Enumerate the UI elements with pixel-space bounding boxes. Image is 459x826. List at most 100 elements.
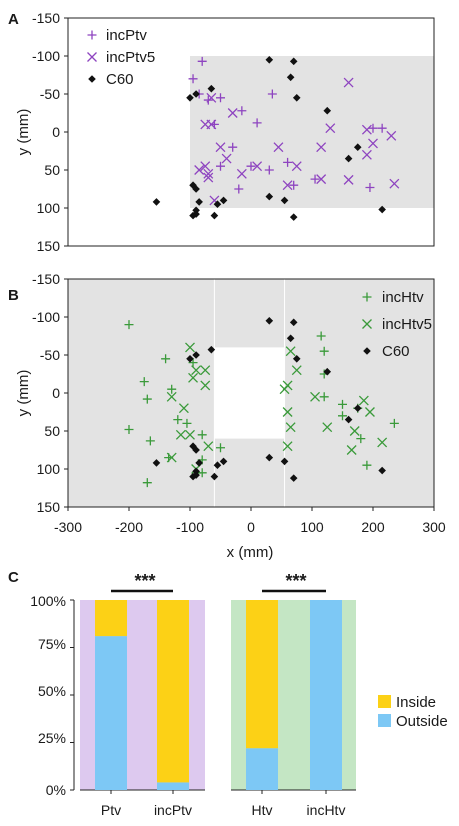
point-inchtv [338, 411, 347, 421]
x-tick: 200 [361, 519, 385, 535]
point-incptv5 [215, 142, 226, 153]
point-c60 [189, 442, 197, 450]
panel-c-legend: Inside Outside [378, 694, 448, 730]
y-tick: -150 [32, 271, 60, 287]
point-incptv5 [203, 172, 214, 183]
point-incptv5 [386, 130, 397, 141]
point-incptv [228, 142, 238, 152]
point-c60 [213, 461, 222, 469]
point-c60 [265, 453, 274, 462]
panel-b-legend: incHtv incHtv5 C60 [362, 289, 432, 360]
point-incptv5 [368, 138, 378, 149]
point-c60 [189, 181, 197, 189]
point-incptv [188, 74, 198, 84]
point-inchtv [338, 399, 347, 409]
point-inchtv [362, 460, 372, 470]
y-tick: -100 [32, 309, 60, 325]
bar-inside-incptv [157, 600, 189, 783]
legend-marker-inchtv [362, 292, 372, 302]
point-inchtv5 [291, 365, 302, 376]
point-incptv [365, 182, 375, 192]
y-tick: -50 [40, 86, 60, 102]
point-c60 [289, 57, 298, 66]
point-inchtv [319, 392, 329, 402]
point-incptv [283, 157, 293, 167]
y-tick: -150 [32, 10, 60, 26]
point-inchtv5 [203, 441, 214, 452]
point-c60 [280, 196, 289, 205]
point-inchtv [188, 358, 198, 368]
shaded-region [190, 56, 434, 208]
series-c60 [152, 317, 386, 482]
point-incptv5 [194, 165, 205, 175]
point-c60 [207, 345, 216, 354]
point-inchtv5 [349, 426, 360, 436]
panel-c-plot [70, 589, 356, 794]
legend-marker-incptv5 [87, 52, 97, 62]
bar-inside-htv [246, 600, 278, 749]
legend-label-inchtv: incHtv [382, 289, 424, 306]
category-label-incptv: incPtv [154, 802, 192, 818]
point-c60 [189, 211, 197, 220]
panel-b-ylabel: y (mm) [15, 370, 32, 417]
point-incptv5 [343, 77, 354, 88]
y-tick: 100 [37, 200, 61, 216]
x-tick: 0 [247, 519, 255, 535]
point-incptv5 [252, 161, 263, 172]
point-inchtv [316, 331, 326, 341]
point-inchtv [142, 394, 152, 404]
point-c60 [280, 457, 289, 466]
point-incptv [252, 118, 262, 128]
point-inchtv5 [282, 441, 293, 452]
series-incptv5 [194, 77, 400, 206]
point-inchtv5 [185, 429, 195, 440]
point-c60 [210, 472, 219, 481]
point-c60 [219, 196, 228, 205]
point-incptv5 [325, 123, 336, 134]
point-c60 [210, 211, 219, 220]
y-tick: 75% [38, 636, 66, 652]
panel-a-ylabel: y (mm) [15, 109, 32, 156]
panel-a: A y (mm) -150 -100 -50 0 50 100 150 incP… [8, 10, 155, 254]
point-incptv5 [273, 142, 284, 153]
point-incptv5 [200, 161, 211, 172]
point-c60 [195, 198, 203, 206]
point-incptv5 [236, 168, 247, 179]
point-inchtv [197, 430, 207, 440]
point-inchtv [356, 434, 366, 444]
bar-outside-inchtv [310, 600, 342, 790]
legend-label-c60: C60 [382, 343, 410, 360]
point-inchtv5 [358, 395, 369, 406]
panel-a-y-ticks: -150 -100 -50 0 50 100 150 [32, 10, 60, 254]
legend-swatch-inside [378, 695, 391, 708]
point-inchtv5 [322, 422, 333, 433]
legend-label-inside: Inside [396, 694, 436, 711]
panelA-plot [64, 17, 435, 247]
y-tick: 25% [38, 730, 66, 746]
point-inchtv [139, 377, 149, 387]
legend-marker-c60 [88, 75, 96, 83]
point-inchtv [142, 478, 152, 488]
significance-label-left: *** [134, 571, 155, 591]
y-tick: -100 [32, 48, 60, 64]
point-inchtv [173, 415, 183, 425]
point-incptv [216, 93, 225, 103]
point-inchtv [124, 424, 134, 434]
y-tick: 50 [44, 423, 60, 439]
point-c60 [265, 317, 274, 325]
point-inchtv [319, 346, 329, 356]
point-c60 [378, 466, 386, 475]
panel-c-label: C [8, 569, 19, 586]
point-c60 [353, 143, 362, 151]
bar-outside-incptv [157, 782, 189, 790]
point-incptv5 [361, 124, 372, 135]
significance-label-right: *** [285, 571, 306, 591]
point-incptv [234, 184, 244, 194]
y-tick: 0 [52, 385, 60, 401]
point-incptv5 [203, 168, 214, 179]
panel-c: C 0% 25% 50% 75% 100% Ptv incPtv Htv inc… [8, 569, 448, 818]
panel-a-label: A [8, 11, 19, 28]
point-c60 [378, 205, 386, 214]
point-inchtv5 [285, 422, 296, 433]
